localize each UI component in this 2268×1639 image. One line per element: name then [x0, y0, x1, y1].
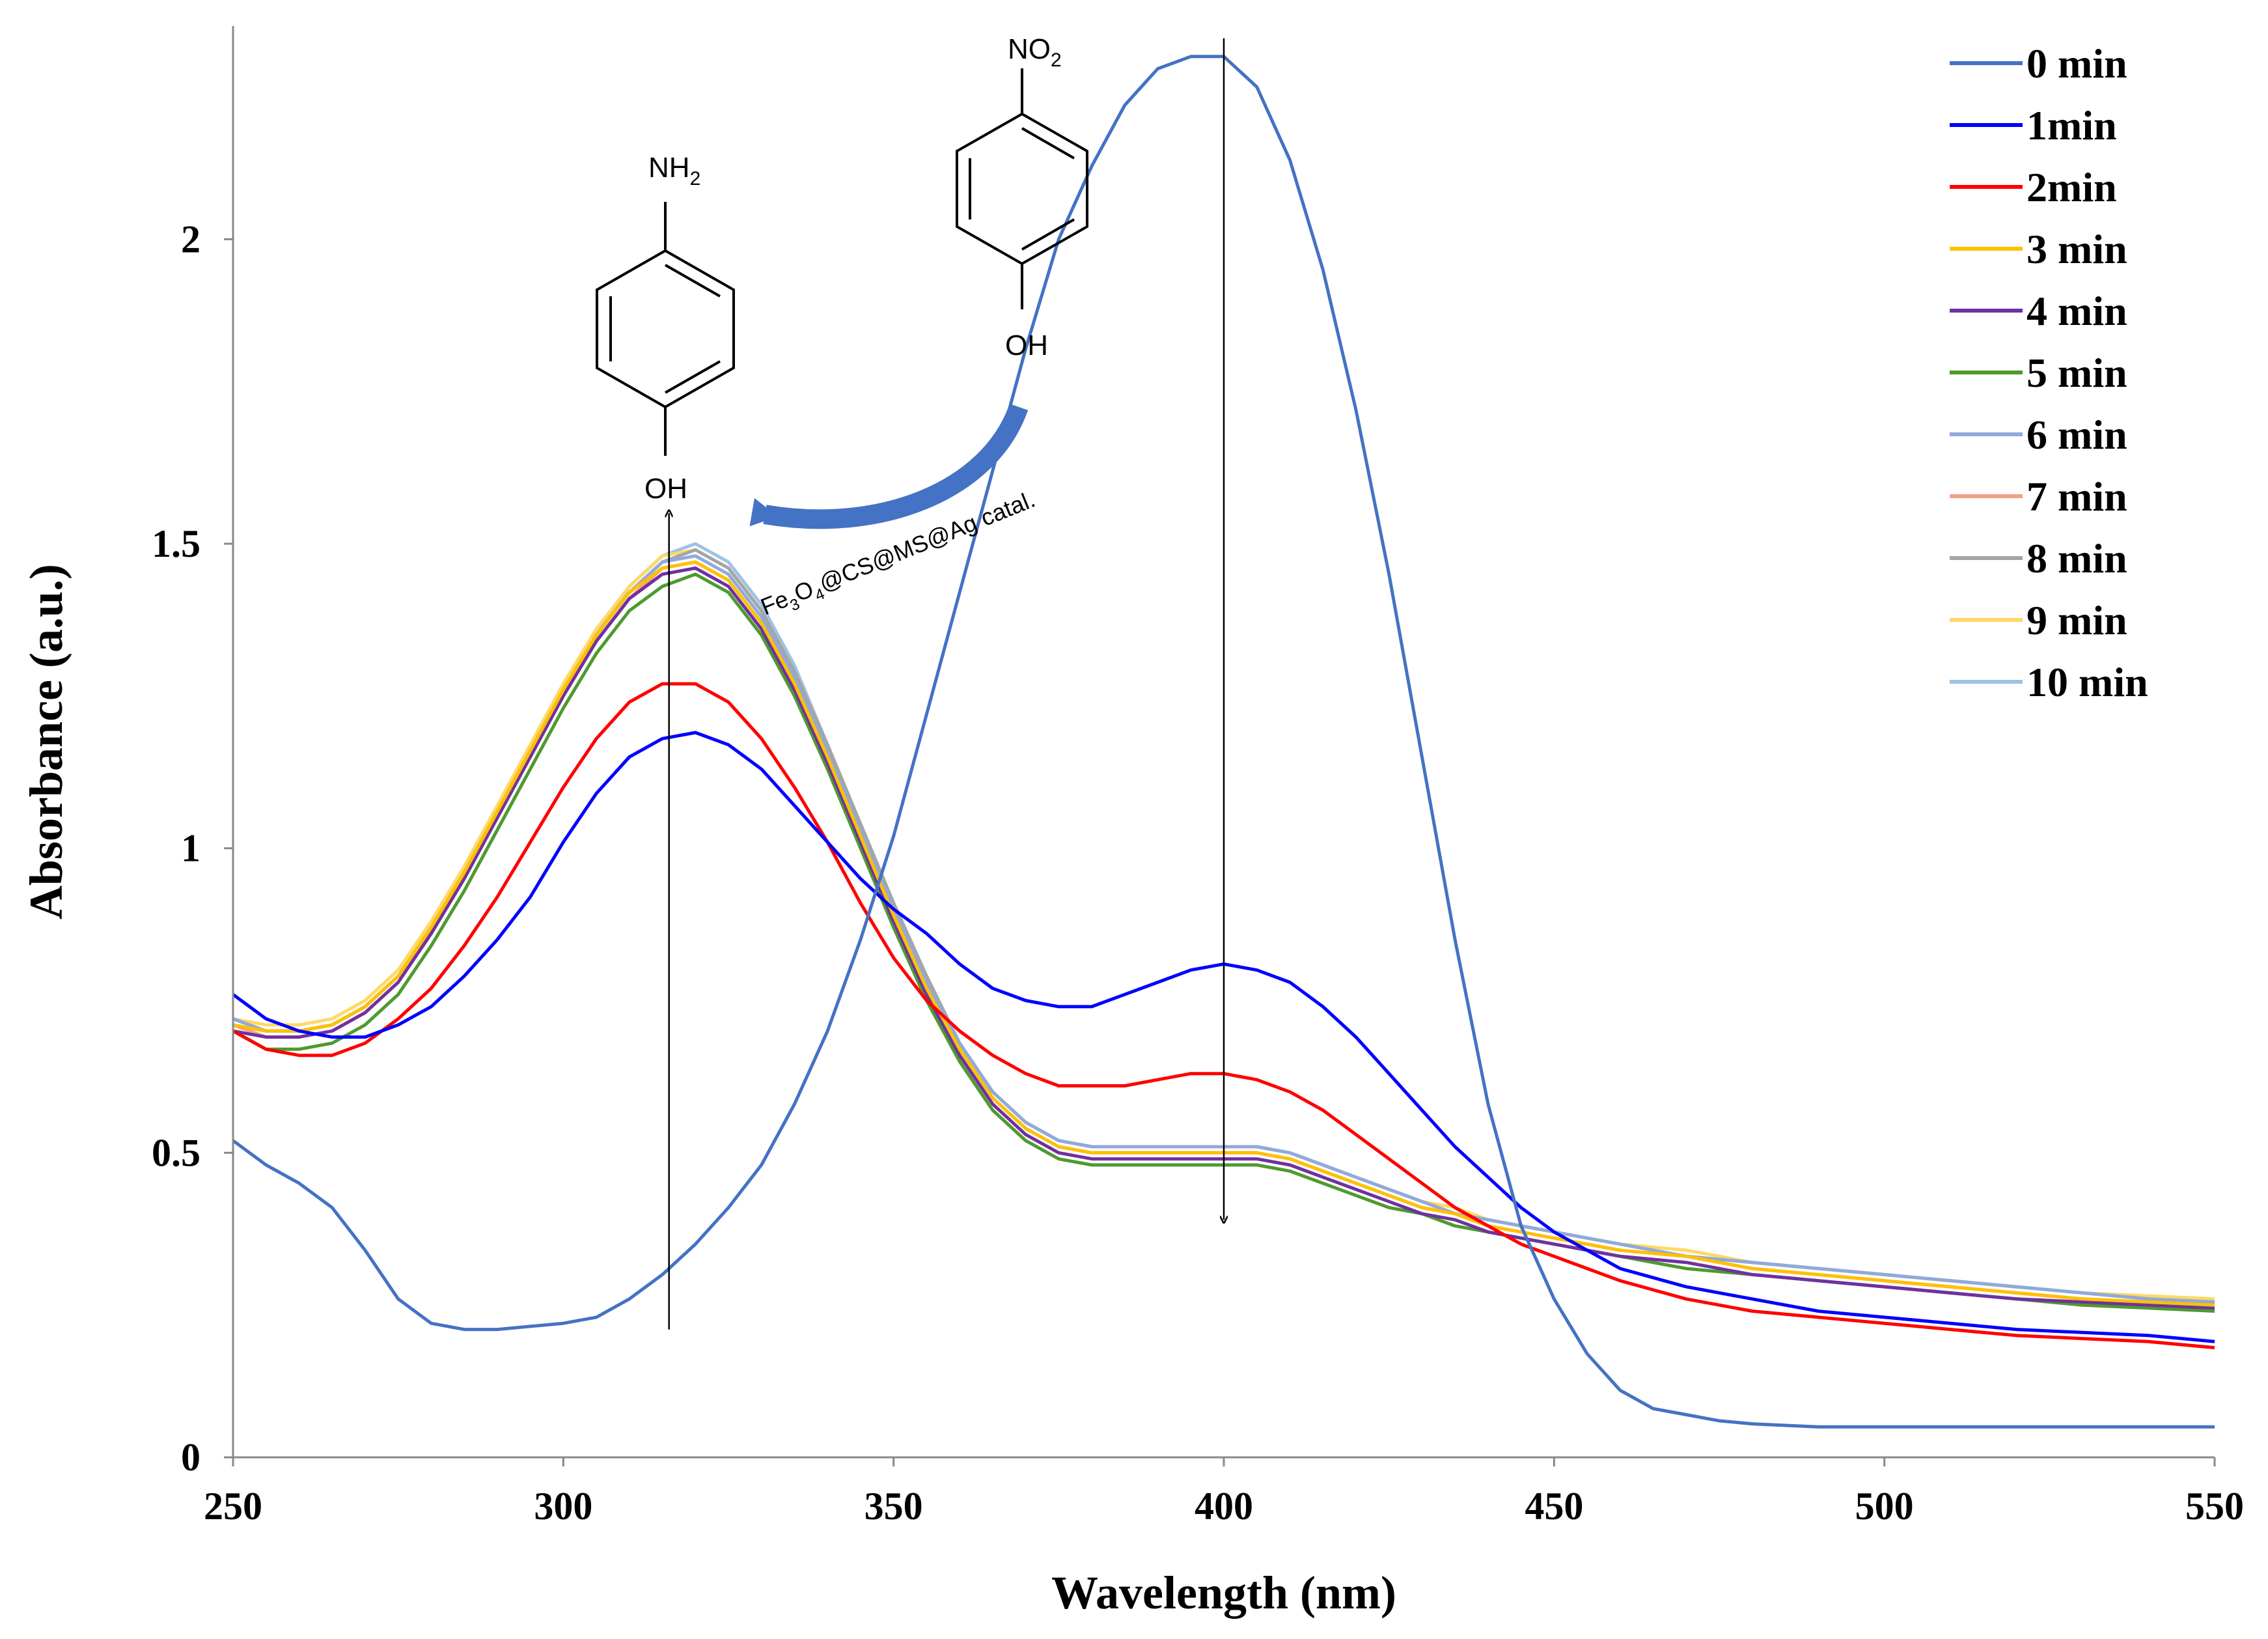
legend-item: 2min [1950, 164, 2117, 210]
nitrophenol-structure: NO2 OH [956, 33, 1088, 361]
legend-item: 9 min [1950, 597, 2127, 643]
y-tick-label: 1.5 [152, 522, 201, 565]
legend-label: 0 min [2026, 40, 2127, 87]
legend-item: 8 min [1950, 535, 2127, 581]
legend-item: 6 min [1950, 412, 2127, 458]
legend-label: 5 min [2026, 350, 2127, 396]
x-tick-label: 450 [1525, 1485, 1583, 1528]
y-tick-label: 0.5 [152, 1131, 201, 1174]
oh-label-product: OH [644, 473, 687, 505]
legend-label: 9 min [2026, 597, 2127, 643]
legend-item: 1min [1950, 102, 2117, 148]
nh2-label: NH2 [648, 152, 700, 189]
legend-label: 10 min [2026, 659, 2148, 705]
legend-label: 8 min [2026, 535, 2127, 581]
x-axis-title: Wavelength (nm) [1051, 1567, 1396, 1619]
series-line-2min [232, 682, 2215, 1350]
reaction-arrow [749, 403, 1029, 529]
series-layer [232, 55, 2215, 1429]
y-tick-label: 0 [181, 1436, 201, 1479]
legend-item: 10 min [1950, 659, 2148, 705]
y-ticks: 0 0.5 1 1.5 2 [152, 217, 233, 1479]
legend-label: 2min [2026, 164, 2117, 210]
aminophenol-structure: NH2 OH [596, 152, 735, 505]
legend-label: 1min [2026, 102, 2117, 148]
series-line-5-min [232, 572, 2215, 1313]
x-tick-label: 350 [864, 1485, 923, 1528]
oh-label-reactant: OH [1005, 329, 1048, 361]
x-tick-label: 300 [534, 1485, 592, 1528]
x-tick-label: 550 [2185, 1485, 2244, 1528]
y-tick-label: 2 [181, 217, 201, 260]
legend: 0 min 1min 2min 3 min 4 min 5 min 6 min 7 min 8 … [1950, 40, 2148, 705]
legend-label: 3 min [2026, 226, 2127, 272]
legend-label: 7 min [2026, 473, 2127, 520]
legend-item: 4 min [1950, 288, 2127, 334]
legend-item: 7 min [1950, 473, 2127, 520]
legend-label: 4 min [2026, 288, 2127, 334]
x-tick-label: 500 [1855, 1485, 1914, 1528]
legend-item: 0 min [1950, 40, 2127, 87]
x-tick-label: 400 [1195, 1485, 1253, 1528]
series-line-4-min [232, 566, 2215, 1310]
x-ticks: 250 300 350 400 450 500 550 [204, 1457, 2244, 1528]
series-line-0-min [232, 55, 2215, 1429]
y-axis-title: Absorbance (a.u.) [20, 564, 72, 919]
series-line-1min [232, 731, 2215, 1343]
legend-label: 6 min [2026, 412, 2127, 458]
no2-label: NO2 [1008, 33, 1062, 71]
series-line-3-min [232, 560, 2215, 1307]
legend-item: 5 min [1950, 350, 2127, 396]
y-tick-label: 1 [181, 827, 201, 870]
x-tick-label: 250 [204, 1485, 262, 1528]
legend-item: 3 min [1950, 226, 2127, 272]
